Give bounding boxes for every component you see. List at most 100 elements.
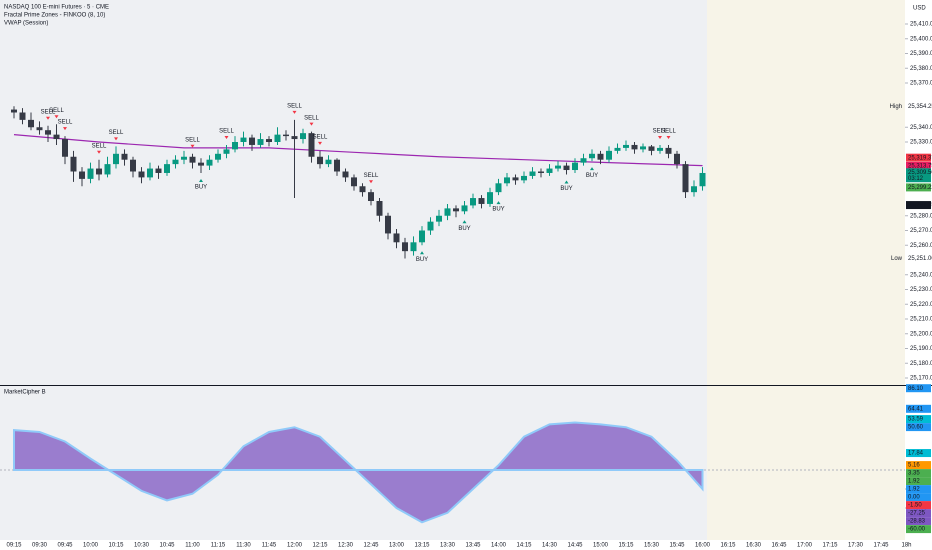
candle-body: [342, 171, 349, 178]
signal-label: SELL: [58, 120, 73, 126]
time-label: 16:45: [771, 543, 787, 549]
time-label: 13:30: [440, 543, 456, 549]
price-tick-label: 25,380.00: [910, 66, 932, 72]
candle-body: [206, 159, 213, 166]
candle-body: [529, 171, 536, 176]
signal-label: SELL: [364, 173, 379, 179]
indicator-label[interactable]: VWAP (Session): [4, 21, 48, 27]
candle-body: [691, 186, 697, 193]
time-label: 15:00: [593, 543, 609, 549]
time-label: 09:45: [57, 543, 73, 549]
indicator-label[interactable]: Fractal Prime Zones - FINKOO (8, 10): [4, 13, 105, 19]
candle-body: [521, 175, 527, 181]
indicator-badge: [906, 415, 931, 424]
price-badge: [906, 161, 931, 170]
time-label: 10:30: [134, 543, 150, 549]
candle-body: [359, 186, 366, 193]
signal-label: SELL: [41, 109, 56, 115]
time-label: 14:45: [567, 543, 583, 549]
candle-body: [181, 156, 187, 160]
time-label: 09:30: [32, 543, 48, 549]
price-tick-label: 25,390.00: [910, 51, 932, 57]
candle-body: [563, 165, 570, 171]
price-tick-label: 25,230.00: [910, 287, 932, 293]
price-tick-label: 25,210.00: [910, 317, 932, 323]
price-tick-label: 25,280.00: [910, 213, 932, 219]
price-tick-label: 25,410.00: [910, 22, 932, 28]
price-badge-label: 25,299.22: [908, 185, 932, 191]
candle-body: [79, 171, 85, 179]
price-tick-label: 25,260.00: [910, 243, 932, 249]
candle-body: [274, 134, 281, 142]
signal-arrow: [369, 180, 373, 184]
indicator-badge: [906, 509, 931, 518]
indicator-badge-label: 1.92: [908, 479, 920, 485]
indicator-badge: [906, 477, 931, 486]
candle-body: [104, 164, 111, 175]
indicator-badge-label: 50.60: [908, 425, 924, 431]
price-tick-label: 25,220.00: [910, 302, 932, 308]
indicator-badge-label: -1.50: [908, 503, 922, 509]
symbol-title[interactable]: NASDAQ 100 E-mini Futures · 5 · CME: [4, 5, 109, 11]
candle-body: [232, 142, 238, 150]
candle-body: [121, 153, 128, 160]
signal-label: SELL: [49, 108, 64, 114]
signal-arrow: [97, 150, 101, 154]
price-axis: [905, 0, 932, 550]
indicator-badge-label: 64.41: [908, 406, 924, 412]
candle-body: [283, 134, 289, 137]
candle-body: [495, 183, 502, 193]
price-badge: [906, 153, 931, 162]
indicator-badge: [906, 485, 931, 494]
signal-arrow: [496, 201, 501, 205]
time-label: 13:15: [414, 543, 430, 549]
indicator-badge-label: 53.59: [908, 417, 924, 423]
time-label: 12:30: [338, 543, 354, 549]
signal-label: SELL: [313, 134, 328, 140]
indicator-badge-label: 1.92: [908, 487, 920, 493]
candle-body: [28, 119, 34, 128]
candle-body: [385, 215, 391, 234]
time-label: 11:15: [211, 543, 226, 549]
signal-label: SELL: [92, 143, 107, 149]
time-label: 12:00: [287, 543, 303, 549]
signal-label: SELL: [219, 129, 234, 135]
signal-arrow: [114, 137, 118, 141]
candle-body: [580, 158, 587, 163]
candle-body: [614, 147, 621, 151]
price-badge-label: 25,354.25: [908, 104, 932, 110]
indicator-title[interactable]: MarketCipher B: [4, 390, 46, 396]
time-label: 17:30: [848, 543, 864, 549]
indicator-badge-label: 0.00: [908, 495, 920, 501]
wave-area: [13, 421, 704, 524]
signal-arrow: [666, 135, 671, 139]
time-label: 14:15: [516, 543, 532, 549]
time-label: 13:45: [465, 543, 481, 549]
time-label: 16:30: [746, 543, 762, 549]
price-badge: [906, 201, 931, 210]
candle-body: [648, 146, 655, 151]
signal-label: SELL: [304, 115, 319, 121]
candle-body: [257, 139, 264, 145]
candle-body: [87, 168, 94, 179]
time-label: 17:00: [797, 543, 813, 549]
currency: USD: [913, 6, 926, 12]
candle-body: [317, 156, 323, 165]
candle-body: [597, 153, 604, 160]
indicator-badge-label: 5.16: [908, 463, 920, 469]
candle-body: [478, 198, 485, 204]
price-tick-label: 25,400.00: [910, 36, 932, 42]
time-label: 16:15: [720, 543, 736, 549]
candle-body: [470, 198, 476, 206]
candle-body: [487, 192, 493, 204]
candle-body: [640, 146, 646, 150]
candle-body: [308, 133, 315, 157]
signal-arrow: [54, 115, 59, 119]
candle-body: [70, 156, 77, 172]
time-label: 18h: [901, 543, 911, 549]
candle-body: [240, 137, 247, 142]
candle-body: [682, 164, 689, 193]
price-tick-label: 25,340.00: [910, 125, 932, 131]
candle-body: [606, 150, 612, 160]
